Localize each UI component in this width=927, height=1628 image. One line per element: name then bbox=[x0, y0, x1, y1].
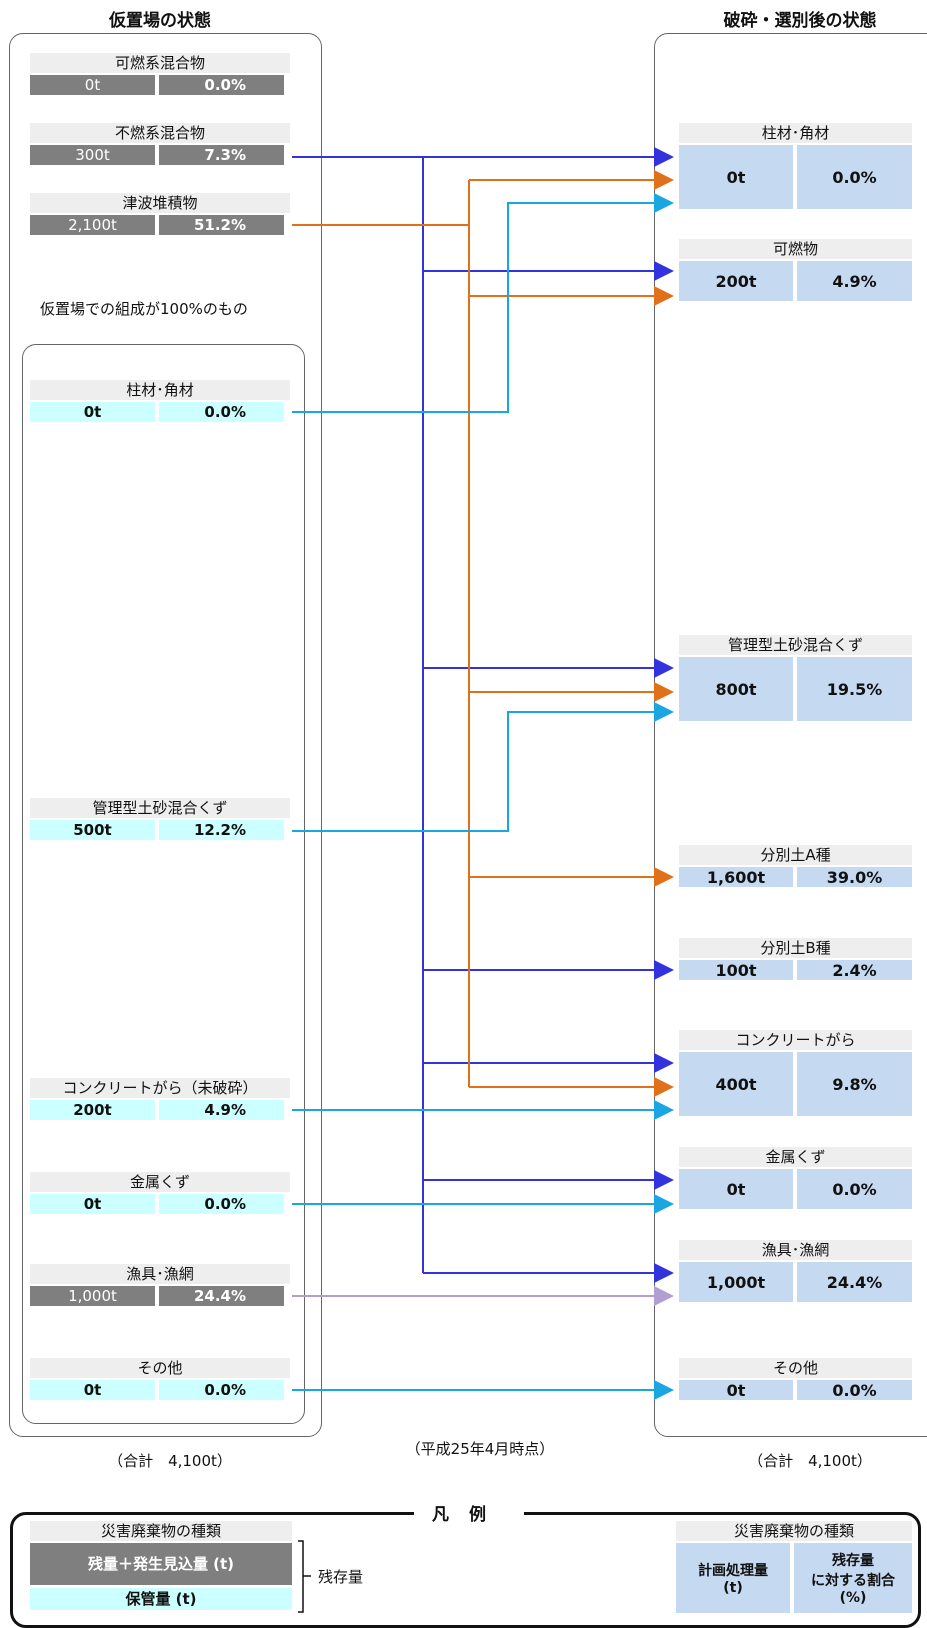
right-item-metal-scrap: 金属くず 0t 0.0% bbox=[679, 1147, 912, 1209]
inner-item-metal-scrap: 金属くず 0t 0.0% bbox=[30, 1172, 290, 1214]
item-pct: 24.4% bbox=[797, 1262, 912, 1302]
left-item-noncombustible-mix: 不燃系混合物 300t 7.3% bbox=[30, 123, 290, 165]
right-item-separated-soil-a: 分別土A種 1,600t 39.0% bbox=[679, 845, 912, 887]
item-label: 柱材･角材 bbox=[30, 380, 290, 400]
item-pct: 12.2% bbox=[159, 820, 284, 840]
item-pct: 4.9% bbox=[797, 261, 912, 301]
right-heading: 破砕・選別後の状態 bbox=[723, 11, 877, 31]
item-label: 可燃物 bbox=[679, 239, 912, 259]
item-amount: 500t bbox=[30, 820, 155, 840]
item-pct: 0.0% bbox=[159, 75, 284, 95]
item-pct: 0.0% bbox=[797, 1169, 912, 1209]
item-amount: 1,600t bbox=[679, 867, 793, 887]
item-label: 管理型土砂混合くず bbox=[30, 798, 290, 818]
item-pct: 19.5% bbox=[797, 657, 912, 721]
item-label: その他 bbox=[30, 1358, 290, 1378]
item-label: 津波堆積物 bbox=[30, 193, 290, 213]
legend-right-type: 災害廃棄物の種類 bbox=[676, 1521, 912, 1541]
inner-note: 仮置場での組成が100%のもの bbox=[40, 300, 248, 318]
item-amount: 300t bbox=[30, 145, 155, 165]
item-pct: 7.3% bbox=[159, 145, 284, 165]
left-heading: 仮置場の状態 bbox=[109, 11, 211, 31]
item-label: 分別土B種 bbox=[679, 938, 912, 958]
item-label: コンクリートがら bbox=[679, 1030, 912, 1050]
left-total: （合計 4,100t） bbox=[108, 1452, 232, 1470]
item-pct: 51.2% bbox=[159, 215, 284, 235]
right-item-timber: 柱材･角材 0t 0.0% bbox=[679, 123, 912, 209]
inner-item-managed-soil: 管理型土砂混合くず 500t 12.2% bbox=[30, 798, 290, 840]
legend-planned-amount: 計画処理量 (t) bbox=[676, 1543, 790, 1613]
inner-item-timber: 柱材･角材 0t 0.0% bbox=[30, 380, 290, 422]
item-label: 管理型土砂混合くず bbox=[679, 635, 912, 655]
item-amount: 0t bbox=[30, 402, 155, 422]
left-item-tsunami-deposit: 津波堆積物 2,100t 51.2% bbox=[30, 193, 290, 235]
item-label: コンクリートがら（未破砕） bbox=[30, 1078, 290, 1098]
right-item-managed-soil: 管理型土砂混合くず 800t 19.5% bbox=[679, 635, 912, 721]
item-amount: 0t bbox=[30, 1380, 155, 1400]
inner-item-fishing-gear: 漁具･漁網 1,000t 24.4% bbox=[30, 1264, 290, 1306]
left-item-combustible-mix: 可燃系混合物 0t 0.0% bbox=[30, 53, 290, 95]
orange-flow bbox=[292, 170, 674, 1097]
inner-item-other: その他 0t 0.0% bbox=[30, 1358, 290, 1400]
item-label: 不燃系混合物 bbox=[30, 123, 290, 143]
item-pct: 2.4% bbox=[797, 960, 912, 980]
right-item-combustible: 可燃物 200t 4.9% bbox=[679, 239, 912, 301]
item-amount: 0t bbox=[30, 75, 155, 95]
blue-flow bbox=[292, 147, 674, 1283]
as-of-date: （平成25年4月時点） bbox=[405, 1440, 555, 1458]
legend-ratio: 残存量 に対する割合 (%) bbox=[794, 1543, 912, 1613]
item-pct: 39.0% bbox=[797, 867, 912, 887]
item-amount: 0t bbox=[679, 1169, 793, 1209]
item-amount: 0t bbox=[30, 1194, 155, 1214]
item-pct: 0.0% bbox=[797, 145, 912, 209]
right-item-other: その他 0t 0.0% bbox=[679, 1358, 912, 1400]
item-amount: 200t bbox=[679, 261, 793, 301]
legend-bracket-label: 残存量 bbox=[318, 1568, 364, 1586]
item-amount: 0t bbox=[679, 145, 793, 209]
item-amount: 800t bbox=[679, 657, 793, 721]
right-item-fishing-gear: 漁具･漁網 1,000t 24.4% bbox=[679, 1240, 912, 1302]
item-label: 柱材･角材 bbox=[679, 123, 912, 143]
item-amount: 0t bbox=[679, 1380, 793, 1400]
legend-title: 凡例 bbox=[414, 1500, 524, 1525]
right-item-separated-soil-b: 分別土B種 100t 2.4% bbox=[679, 938, 912, 980]
right-total: （合計 4,100t） bbox=[748, 1452, 872, 1470]
item-pct: 0.0% bbox=[159, 1194, 284, 1214]
item-label: その他 bbox=[679, 1358, 912, 1378]
item-amount: 2,100t bbox=[30, 215, 155, 235]
item-amount: 200t bbox=[30, 1100, 155, 1120]
item-amount: 400t bbox=[679, 1052, 793, 1116]
item-pct: 9.8% bbox=[797, 1052, 912, 1116]
item-pct: 0.0% bbox=[159, 1380, 284, 1400]
item-label: 漁具･漁網 bbox=[30, 1264, 290, 1284]
item-label: 漁具･漁網 bbox=[679, 1240, 912, 1260]
item-pct: 0.0% bbox=[797, 1380, 912, 1400]
cyan-flow bbox=[292, 193, 674, 1400]
item-label: 金属くず bbox=[679, 1147, 912, 1167]
legend-stored: 保管量 (t) bbox=[30, 1588, 292, 1610]
item-amount: 1,000t bbox=[30, 1286, 155, 1306]
item-pct: 24.4% bbox=[159, 1286, 284, 1306]
legend-left-type: 災害廃棄物の種類 bbox=[30, 1521, 292, 1541]
legend-remaining-planned: 残量＋発生見込量 (t) bbox=[30, 1543, 292, 1585]
inner-panel bbox=[22, 344, 305, 1424]
item-pct: 4.9% bbox=[159, 1100, 284, 1120]
item-label: 金属くず bbox=[30, 1172, 290, 1192]
item-amount: 100t bbox=[679, 960, 793, 980]
right-item-concrete: コンクリートがら 400t 9.8% bbox=[679, 1030, 912, 1116]
item-amount: 1,000t bbox=[679, 1262, 793, 1302]
inner-item-concrete-uncrushed: コンクリートがら（未破砕） 200t 4.9% bbox=[30, 1078, 290, 1120]
item-pct: 0.0% bbox=[159, 402, 284, 422]
item-label: 分別土A種 bbox=[679, 845, 912, 865]
item-label: 可燃系混合物 bbox=[30, 53, 290, 73]
